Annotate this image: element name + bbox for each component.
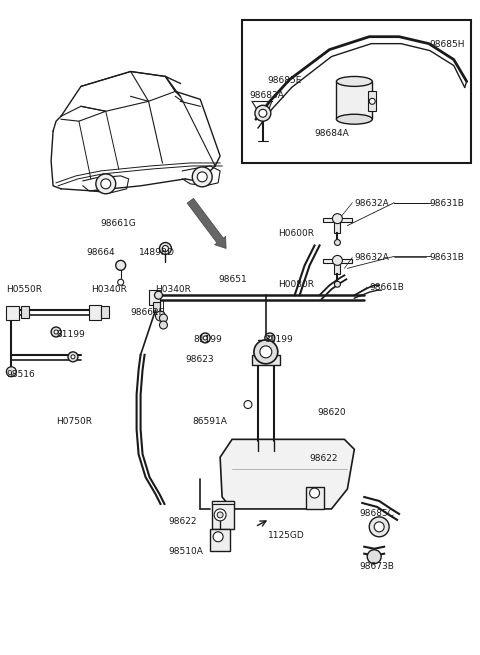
Text: 98673B: 98673B — [360, 561, 394, 571]
Text: 98685C: 98685C — [360, 509, 394, 518]
Circle shape — [159, 242, 171, 254]
Ellipse shape — [336, 77, 372, 86]
Circle shape — [116, 261, 126, 271]
Circle shape — [244, 401, 252, 409]
Text: 98662F: 98662F — [131, 308, 164, 317]
Text: 98631B: 98631B — [429, 253, 464, 263]
Polygon shape — [252, 355, 280, 365]
Polygon shape — [220, 440, 354, 509]
Circle shape — [71, 355, 75, 359]
Circle shape — [333, 214, 342, 223]
Text: 98664: 98664 — [86, 248, 115, 257]
Circle shape — [203, 336, 207, 340]
Text: 98622: 98622 — [310, 455, 338, 463]
Text: 98632A: 98632A — [354, 198, 389, 208]
Circle shape — [217, 512, 223, 518]
Text: H0080R: H0080R — [278, 280, 314, 290]
Bar — [101, 306, 109, 318]
Circle shape — [268, 336, 272, 340]
Polygon shape — [336, 81, 372, 119]
Text: 98620: 98620 — [318, 407, 346, 417]
Bar — [242, 20, 471, 163]
Circle shape — [254, 340, 278, 364]
Circle shape — [54, 330, 58, 334]
Text: 98623: 98623 — [185, 355, 214, 364]
Polygon shape — [335, 221, 340, 233]
Text: 81199: 81199 — [56, 330, 85, 339]
Circle shape — [200, 333, 210, 343]
Text: 98632A: 98632A — [354, 253, 389, 263]
Polygon shape — [335, 263, 340, 274]
Circle shape — [369, 517, 389, 537]
Circle shape — [159, 314, 168, 322]
Polygon shape — [6, 306, 19, 320]
FancyArrow shape — [187, 198, 226, 248]
Bar — [368, 92, 376, 111]
Text: H0550R: H0550R — [6, 285, 42, 294]
Bar — [323, 259, 352, 263]
Text: H0340R: H0340R — [156, 285, 192, 294]
Text: 98622: 98622 — [168, 517, 197, 526]
Text: 98631B: 98631B — [429, 198, 464, 208]
Text: 86591A: 86591A — [192, 417, 227, 426]
Circle shape — [51, 327, 61, 337]
Text: 98661G: 98661G — [101, 219, 137, 228]
Circle shape — [101, 179, 111, 189]
Circle shape — [369, 98, 375, 104]
Text: 1125GD: 1125GD — [268, 531, 305, 540]
Circle shape — [192, 167, 212, 187]
Circle shape — [156, 311, 166, 321]
Bar — [306, 487, 324, 509]
Circle shape — [213, 532, 223, 542]
Text: 98510A: 98510A — [168, 547, 204, 555]
Text: 81199: 81199 — [193, 335, 222, 344]
Text: 98685E: 98685E — [268, 77, 302, 85]
Text: 81199: 81199 — [265, 335, 294, 344]
Circle shape — [118, 279, 124, 285]
Circle shape — [6, 367, 16, 377]
Circle shape — [335, 240, 340, 246]
Circle shape — [162, 246, 168, 252]
Circle shape — [214, 509, 226, 521]
Bar — [323, 217, 352, 221]
Circle shape — [367, 550, 381, 563]
Circle shape — [265, 333, 275, 343]
Polygon shape — [89, 305, 101, 320]
Bar — [153, 302, 160, 312]
Text: 1489RD: 1489RD — [139, 248, 175, 257]
Circle shape — [374, 522, 384, 532]
Text: H0750R: H0750R — [56, 417, 92, 426]
Circle shape — [155, 291, 162, 299]
Circle shape — [159, 321, 168, 329]
Text: 98661B: 98661B — [369, 283, 404, 292]
Bar — [210, 529, 230, 551]
Circle shape — [260, 346, 272, 358]
Circle shape — [68, 352, 78, 362]
Circle shape — [333, 255, 342, 265]
Text: 98516: 98516 — [6, 370, 35, 379]
Text: H0340R: H0340R — [91, 285, 127, 294]
Text: 98651: 98651 — [218, 275, 247, 284]
Circle shape — [255, 105, 271, 121]
Text: 98683A: 98683A — [249, 92, 284, 100]
Ellipse shape — [336, 114, 372, 124]
Polygon shape — [212, 501, 234, 504]
Text: H0600R: H0600R — [278, 229, 314, 238]
Circle shape — [96, 174, 116, 194]
Text: 98685H: 98685H — [429, 40, 465, 48]
Circle shape — [310, 488, 320, 498]
Bar — [21, 306, 29, 318]
Circle shape — [197, 172, 207, 182]
Bar — [212, 501, 234, 529]
Text: 98684A: 98684A — [314, 129, 349, 138]
Polygon shape — [148, 290, 160, 305]
Circle shape — [259, 109, 267, 117]
Circle shape — [335, 281, 340, 288]
